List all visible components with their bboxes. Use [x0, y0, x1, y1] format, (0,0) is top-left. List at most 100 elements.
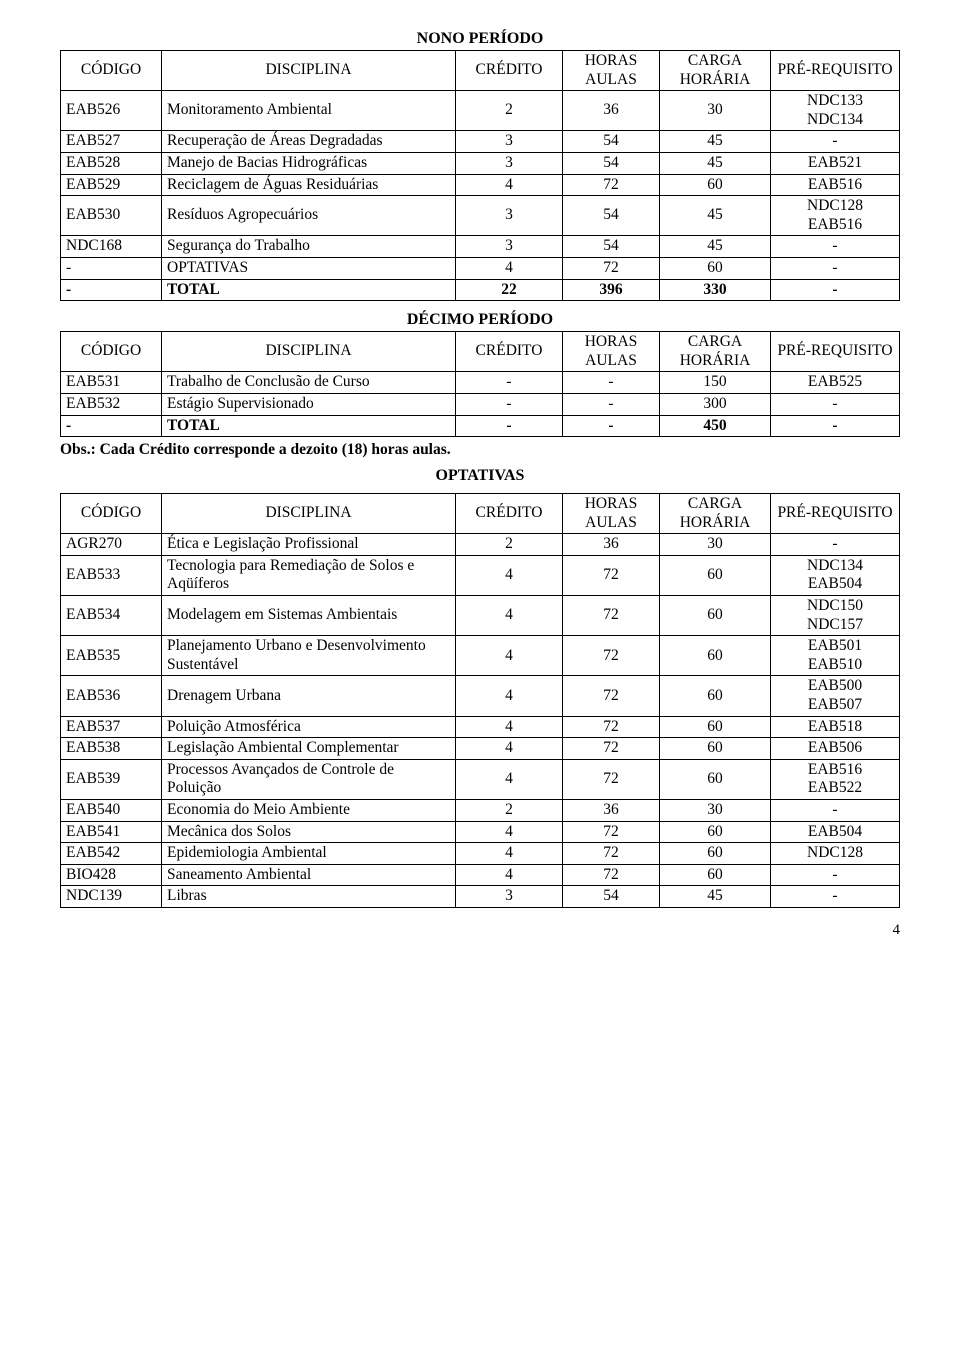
cell-codigo: EAB534	[61, 596, 162, 636]
table-row: EAB530Resíduos Agropecuários35445NDC128E…	[61, 196, 900, 236]
cell-codigo: EAB529	[61, 174, 162, 196]
cell-disciplina: Drenagem Urbana	[162, 676, 456, 716]
section-title-nono: NONO PERÍODO	[60, 30, 900, 48]
header-codigo: CÓDIGO	[61, 494, 162, 534]
cell-credito: 3	[456, 131, 563, 153]
cell-horas: 396	[563, 279, 660, 301]
cell-credito: 3	[456, 236, 563, 258]
cell-credito: 4	[456, 596, 563, 636]
cell-horas: 72	[563, 716, 660, 738]
table-header-row: CÓDIGODISCIPLINACRÉDITOHORASAULASCARGAHO…	[61, 51, 900, 91]
cell-carga: 60	[660, 257, 771, 279]
cell-credito: 2	[456, 800, 563, 822]
cell-disciplina: Resíduos Agropecuários	[162, 196, 456, 236]
header-pre: PRÉ-REQUISITO	[771, 494, 900, 534]
cell-carga: 330	[660, 279, 771, 301]
table-row: -TOTAL22396330-	[61, 279, 900, 301]
cell-credito: 3	[456, 152, 563, 174]
header-horas: HORASAULAS	[563, 332, 660, 372]
table-row: NDC139Libras35445-	[61, 886, 900, 908]
cell-carga: 45	[660, 131, 771, 153]
cell-disciplina: Poluição Atmosférica	[162, 716, 456, 738]
section-title-decimo: DÉCIMO PERÍODO	[60, 311, 900, 329]
cell-codigo: -	[61, 257, 162, 279]
cell-credito: 4	[456, 174, 563, 196]
cell-credito: 4	[456, 636, 563, 676]
table-row: EAB539Processos Avançados de Controle de…	[61, 759, 900, 799]
header-codigo: CÓDIGO	[61, 332, 162, 372]
cell-pre: NDC128	[771, 843, 900, 865]
table-optativas: CÓDIGODISCIPLINACRÉDITOHORASAULASCARGAHO…	[60, 493, 900, 908]
cell-horas: 54	[563, 236, 660, 258]
header-codigo: CÓDIGO	[61, 51, 162, 91]
header-horas: HORASAULAS	[563, 494, 660, 534]
header-carga: CARGAHORÁRIA	[660, 332, 771, 372]
cell-horas: 72	[563, 555, 660, 595]
cell-credito: 4	[456, 864, 563, 886]
cell-disciplina: Modelagem em Sistemas Ambientais	[162, 596, 456, 636]
cell-codigo: EAB540	[61, 800, 162, 822]
cell-carga: 300	[660, 393, 771, 415]
cell-carga: 150	[660, 372, 771, 394]
cell-disciplina: Segurança do Trabalho	[162, 236, 456, 258]
cell-codigo: EAB535	[61, 636, 162, 676]
cell-credito: 4	[456, 716, 563, 738]
cell-horas: 72	[563, 821, 660, 843]
table-row: EAB537Poluição Atmosférica47260EAB518	[61, 716, 900, 738]
table-nono: CÓDIGODISCIPLINACRÉDITOHORASAULASCARGAHO…	[60, 50, 900, 301]
cell-pre: -	[771, 257, 900, 279]
cell-codigo: -	[61, 279, 162, 301]
cell-carga: 60	[660, 738, 771, 760]
header-horas: HORASAULAS	[563, 51, 660, 91]
cell-horas: 72	[563, 864, 660, 886]
cell-pre: -	[771, 534, 900, 556]
cell-disciplina: Planejamento Urbano e Desenvolvimento Su…	[162, 636, 456, 676]
cell-carga: 45	[660, 196, 771, 236]
table-row: AGR270Ética e Legislação Profissional236…	[61, 534, 900, 556]
table-row: EAB533Tecnologia para Remediação de Solo…	[61, 555, 900, 595]
cell-carga: 450	[660, 415, 771, 437]
cell-credito: 4	[456, 843, 563, 865]
cell-codigo: EAB536	[61, 676, 162, 716]
cell-disciplina: Libras	[162, 886, 456, 908]
cell-pre: -	[771, 864, 900, 886]
cell-horas: 54	[563, 131, 660, 153]
table-row: EAB534Modelagem em Sistemas Ambientais47…	[61, 596, 900, 636]
cell-disciplina: Recuperação de Áreas Degradadas	[162, 131, 456, 153]
cell-codigo: EAB531	[61, 372, 162, 394]
cell-credito: 3	[456, 886, 563, 908]
cell-pre: -	[771, 393, 900, 415]
cell-codigo: EAB537	[61, 716, 162, 738]
table-header-row: CÓDIGODISCIPLINACRÉDITOHORASAULASCARGAHO…	[61, 494, 900, 534]
cell-carga: 30	[660, 800, 771, 822]
cell-codigo: NDC168	[61, 236, 162, 258]
cell-horas: 36	[563, 91, 660, 131]
cell-codigo: AGR270	[61, 534, 162, 556]
cell-horas: -	[563, 415, 660, 437]
cell-carga: 45	[660, 236, 771, 258]
cell-credito: 22	[456, 279, 563, 301]
cell-carga: 45	[660, 152, 771, 174]
cell-pre: EAB516EAB522	[771, 759, 900, 799]
cell-credito: 4	[456, 738, 563, 760]
cell-codigo: EAB528	[61, 152, 162, 174]
cell-pre: NDC128EAB516	[771, 196, 900, 236]
cell-pre: NDC133NDC134	[771, 91, 900, 131]
note-text: Obs.: Cada Crédito corresponde a dezoito…	[60, 441, 900, 459]
cell-disciplina: TOTAL	[162, 279, 456, 301]
cell-horas: 72	[563, 759, 660, 799]
cell-carga: 60	[660, 676, 771, 716]
cell-pre: -	[771, 886, 900, 908]
cell-disciplina: Legislação Ambiental Complementar	[162, 738, 456, 760]
cell-disciplina: Economia do Meio Ambiente	[162, 800, 456, 822]
table-row: EAB528Manejo de Bacias Hidrográficas3544…	[61, 152, 900, 174]
header-credito: CRÉDITO	[456, 332, 563, 372]
header-pre: PRÉ-REQUISITO	[771, 332, 900, 372]
cell-pre: EAB501EAB510	[771, 636, 900, 676]
cell-codigo: -	[61, 415, 162, 437]
cell-horas: 72	[563, 738, 660, 760]
cell-carga: 60	[660, 864, 771, 886]
table-row: -TOTAL--450-	[61, 415, 900, 437]
cell-disciplina: Monitoramento Ambiental	[162, 91, 456, 131]
cell-disciplina: Processos Avançados de Controle de Polui…	[162, 759, 456, 799]
